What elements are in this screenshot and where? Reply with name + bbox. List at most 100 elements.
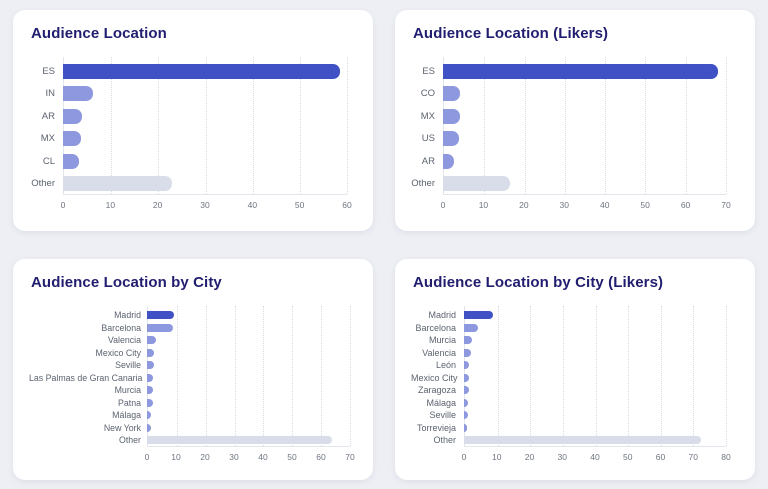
grid-line [562,306,564,446]
bar-track [464,386,726,395]
bar-row: IN [29,83,357,106]
category-label: Other [118,435,141,446]
bar-track [147,398,350,407]
bar-cl[interactable] [63,153,80,169]
bar-track [464,348,726,357]
audience-location-chart: ES IN AR MX CL Other 0 10 20 30 40 50 60 [29,57,357,215]
category-label: Patna [118,397,141,408]
bar-track [443,108,726,124]
bar-row: Seville [29,359,357,372]
bar-new-york[interactable] [147,423,151,432]
grid-lines [63,57,348,195]
bar-other[interactable] [443,176,511,192]
bar-ar[interactable] [63,108,82,124]
grid-line [321,306,323,446]
bar-row: Barcelona [29,322,357,335]
bar-row: Murcia [29,384,357,397]
grid-line [660,306,662,446]
category-label: IN [45,88,56,100]
bar-row: Seville [411,409,739,422]
grid-line [530,306,532,446]
grid-line [524,57,526,194]
category-label: Murcia [114,385,141,396]
category-label: Other [31,178,55,190]
grid-lines [443,57,727,195]
category-label: ES [422,65,435,77]
bar-le-n[interactable] [464,361,470,370]
x-tick-50: 50 [640,200,650,210]
bar-row: CL [29,150,357,173]
x-tick-50: 50 [287,451,297,462]
grid-line [726,57,727,194]
bar-track [464,436,726,445]
bar-track [464,373,726,382]
grid-line [350,306,351,446]
bar-mexico-city[interactable] [464,373,469,382]
bar-mx[interactable] [443,108,460,124]
x-tick-60: 60 [342,200,352,210]
audience-location-by-city-card: Audience Location by City Madrid Barcelon… [13,259,373,480]
bar-es[interactable] [63,63,340,79]
bar-row: AR [29,105,357,128]
bar-other[interactable] [63,176,173,192]
category-label: Seville [115,360,141,371]
bar-us[interactable] [443,131,460,147]
bar-in[interactable] [63,86,93,102]
x-tick-30: 30 [229,451,239,462]
grid-line [685,57,687,194]
category-label: Mexico City [411,372,458,383]
bar-seville[interactable] [147,361,154,370]
bar-other[interactable] [464,436,702,445]
category-label: Valencia [107,335,141,346]
bar-row: Other [411,434,739,447]
category-label: Torrevieja [416,422,456,433]
grid-line [484,57,486,194]
bar-track [63,131,347,147]
bar-valencia[interactable] [147,336,156,345]
bar-valencia[interactable] [464,348,472,357]
bar-other[interactable] [147,436,333,445]
bar-seville[interactable] [464,411,468,420]
bar-patna[interactable] [147,398,153,407]
bar-track [443,153,726,169]
bar-track [147,386,350,395]
chart-title-audience-location-by-city: Audience Location by City [31,274,222,291]
bar-madrid[interactable] [464,311,494,320]
bar-barcelona[interactable] [464,323,479,332]
bar-co[interactable] [443,86,460,102]
bar-track [464,336,726,345]
bar-track [147,423,350,432]
bar-m-laga[interactable] [464,398,468,407]
bar-torrevieja[interactable] [464,423,468,432]
chart-title-audience-location-likers: Audience Location (Likers) [413,25,609,42]
x-tick-0: 0 [461,451,467,462]
bar-row: MX [29,128,357,151]
grid-line [726,306,727,446]
bar-murcia[interactable] [147,386,153,395]
x-tick-40: 40 [590,451,600,462]
bar-row: AR [411,150,739,173]
x-tick-10: 10 [171,451,181,462]
category-label: Other [433,435,456,446]
bar-barcelona[interactable] [147,323,174,332]
category-label: Other [411,178,435,190]
bar-mexico-city[interactable] [147,348,155,357]
bar-las-palmas-de-gran-canaria[interactable] [147,373,153,382]
bar-track [147,436,350,445]
x-tick-10: 10 [492,451,502,462]
bar-murcia[interactable] [464,336,472,345]
bar-m-laga[interactable] [147,411,152,420]
bar-row: Mexico City [29,347,357,360]
category-label: Las Palmas de Gran Canaria [29,372,143,383]
bar-mx[interactable] [63,131,81,147]
bar-es[interactable] [443,63,718,79]
bar-zaragoza[interactable] [464,386,469,395]
grid-line [292,306,294,446]
x-tick-80: 80 [721,451,731,462]
bar-row: Barcelona [411,322,739,335]
bar-ar[interactable] [443,153,455,169]
bar-track [147,336,350,345]
x-tick-0: 0 [144,451,150,462]
x-tick-40: 40 [247,200,258,210]
bar-madrid[interactable] [147,311,174,320]
